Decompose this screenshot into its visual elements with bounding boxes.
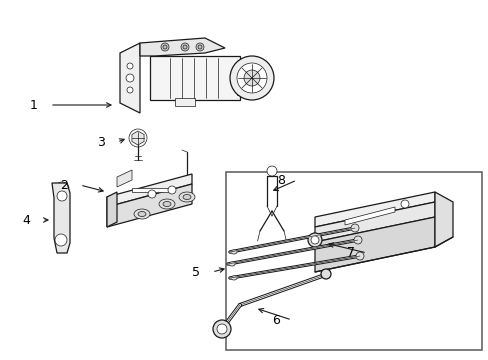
Circle shape [266, 166, 276, 176]
Circle shape [229, 56, 273, 100]
Polygon shape [120, 43, 140, 113]
Circle shape [350, 224, 358, 232]
Ellipse shape [159, 199, 175, 209]
Polygon shape [107, 192, 117, 227]
Polygon shape [345, 207, 394, 225]
Ellipse shape [230, 250, 237, 254]
Polygon shape [132, 131, 144, 145]
Bar [150, 56, 240, 100]
Circle shape [198, 45, 202, 49]
Polygon shape [314, 217, 434, 272]
Circle shape [307, 233, 321, 247]
Text: 3: 3 [97, 135, 105, 149]
Polygon shape [434, 192, 452, 247]
Ellipse shape [228, 262, 235, 266]
Circle shape [310, 236, 318, 244]
Circle shape [127, 87, 133, 93]
Polygon shape [52, 183, 70, 253]
Text: 8: 8 [276, 174, 285, 186]
Circle shape [183, 45, 186, 49]
Circle shape [196, 43, 203, 51]
Ellipse shape [134, 209, 150, 219]
Bar [132, 188, 172, 192]
Text: 1: 1 [30, 99, 38, 112]
Bar [225, 172, 481, 350]
Text: 7: 7 [346, 247, 354, 260]
Polygon shape [314, 192, 434, 227]
Circle shape [57, 191, 67, 201]
Circle shape [55, 234, 67, 246]
Ellipse shape [183, 194, 191, 199]
Circle shape [148, 190, 156, 198]
Circle shape [355, 252, 363, 260]
Circle shape [353, 236, 361, 244]
Polygon shape [107, 174, 192, 207]
Circle shape [168, 186, 176, 194]
Text: 6: 6 [271, 314, 280, 327]
Circle shape [217, 324, 226, 334]
Ellipse shape [138, 212, 146, 216]
Circle shape [320, 269, 330, 279]
Polygon shape [107, 184, 192, 227]
Polygon shape [314, 202, 434, 242]
Polygon shape [140, 38, 224, 56]
Circle shape [237, 63, 266, 93]
Circle shape [163, 45, 167, 49]
Ellipse shape [230, 276, 237, 280]
Text: 4: 4 [22, 213, 30, 226]
Circle shape [244, 70, 260, 86]
Polygon shape [117, 170, 132, 187]
Circle shape [161, 43, 169, 51]
Circle shape [181, 43, 189, 51]
Ellipse shape [163, 202, 171, 207]
Circle shape [213, 320, 230, 338]
Text: 2: 2 [60, 179, 68, 192]
Bar [175, 98, 195, 106]
Circle shape [127, 63, 133, 69]
Text: 5: 5 [192, 266, 200, 279]
Ellipse shape [179, 192, 195, 202]
Ellipse shape [126, 74, 134, 82]
Bar [237, 61, 251, 95]
Circle shape [400, 200, 408, 208]
